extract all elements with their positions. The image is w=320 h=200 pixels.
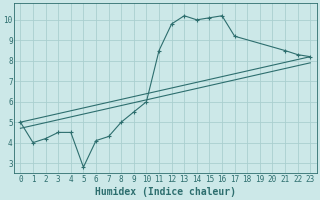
X-axis label: Humidex (Indice chaleur): Humidex (Indice chaleur) (95, 186, 236, 197)
